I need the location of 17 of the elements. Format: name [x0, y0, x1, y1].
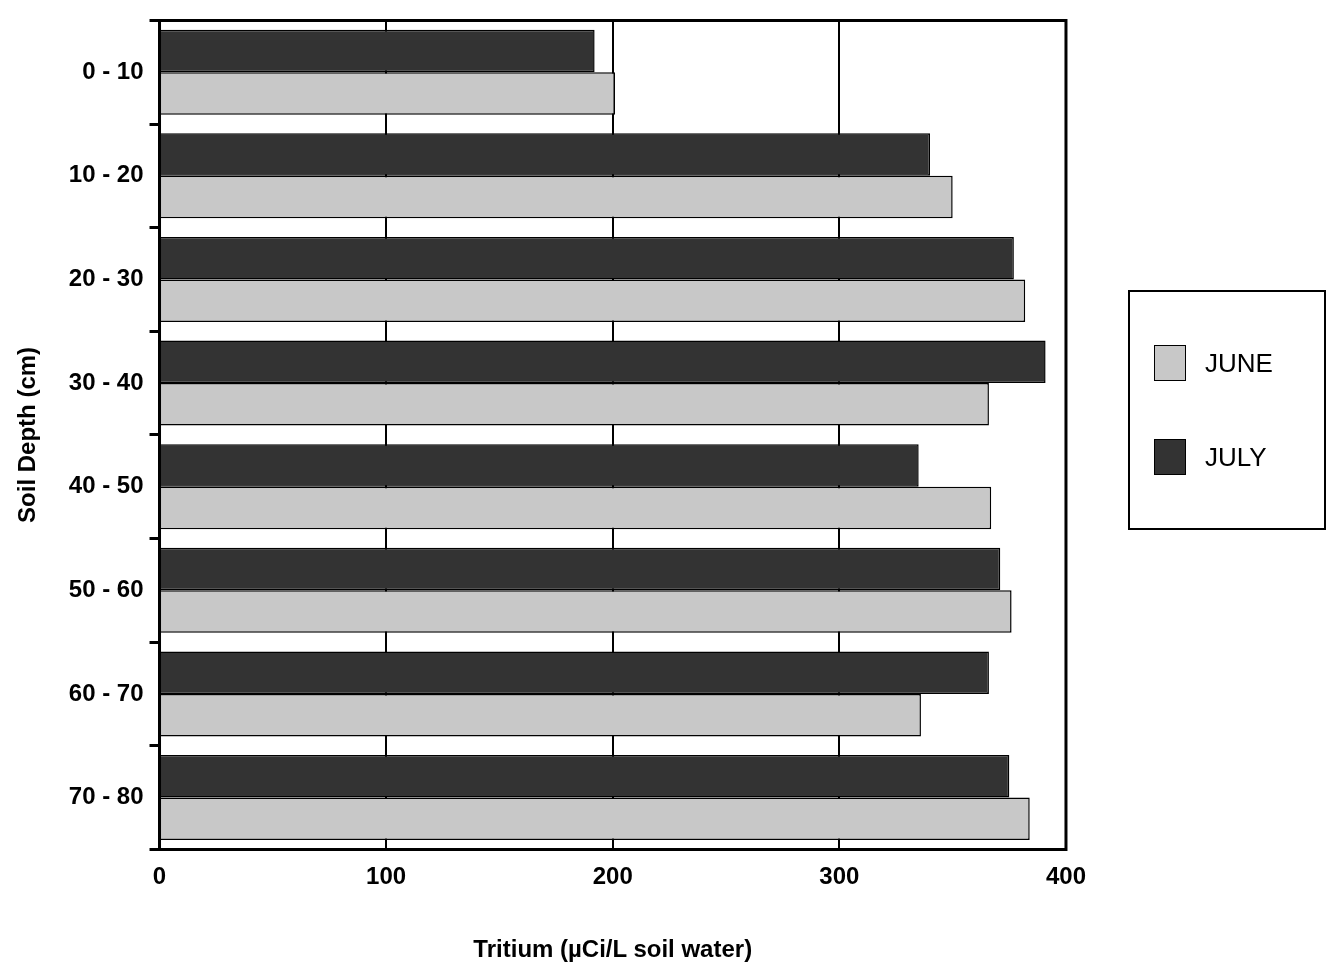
- x-tick-label: 0: [152, 862, 167, 890]
- x-tick-label: 100: [366, 862, 407, 890]
- y-tick-label: 0 - 10: [82, 56, 144, 84]
- y-tick-label: 50 - 60: [68, 574, 144, 602]
- legend-label: JUNE: [1205, 347, 1273, 379]
- x-tick-label: 400: [1045, 862, 1086, 890]
- x-tick-label: 200: [592, 862, 633, 890]
- y-tick-label: 40 - 50: [68, 471, 144, 499]
- y-tick-label: 10 - 20: [68, 160, 144, 188]
- y-tick-label: 70 - 80: [68, 782, 144, 810]
- y-tick-label: 60 - 70: [68, 678, 144, 706]
- x-tick-label: 300: [819, 862, 860, 890]
- y-tick-label: 30 - 40: [68, 367, 144, 395]
- y-axis-title: Soil Depth (cm): [13, 346, 41, 523]
- legend-label: JULY: [1205, 441, 1267, 473]
- y-tick-label: 20 - 30: [68, 264, 144, 292]
- x-axis-title: Tritium (µCi/L soil water): [473, 935, 753, 963]
